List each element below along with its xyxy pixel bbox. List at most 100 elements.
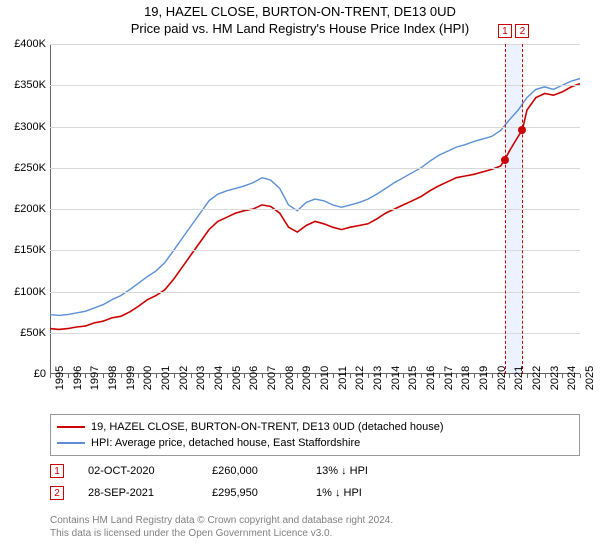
x-tick <box>297 374 298 378</box>
y-gridline <box>50 127 580 128</box>
x-tick <box>492 374 493 378</box>
y-gridline <box>50 168 580 169</box>
event-marker: 2 <box>50 486 64 500</box>
x-tick-label: 1998 <box>107 366 119 390</box>
y-gridline <box>50 209 580 210</box>
x-tick <box>527 374 528 378</box>
event-price: £260,000 <box>212 465 292 477</box>
event-pct: 1% ↓ HPI <box>316 487 416 499</box>
x-tick <box>280 374 281 378</box>
x-tick-label: 2012 <box>354 366 366 390</box>
y-gridline <box>50 333 580 334</box>
x-tick <box>68 374 69 378</box>
marker-box: 1 <box>498 24 512 38</box>
x-tick-label: 2017 <box>443 366 455 390</box>
x-tick <box>244 374 245 378</box>
y-tick-label: £350K <box>14 79 46 91</box>
x-tick-label: 1997 <box>89 366 101 390</box>
x-tick-label: 2022 <box>531 366 543 390</box>
x-tick <box>386 374 387 378</box>
x-tick-label: 2024 <box>566 366 578 390</box>
x-tick <box>368 374 369 378</box>
x-tick <box>580 374 581 378</box>
y-gridline <box>50 250 580 251</box>
legend-swatch <box>57 442 85 444</box>
y-gridline <box>50 292 580 293</box>
marker-point <box>518 126 526 134</box>
y-tick-label: £300K <box>14 121 46 133</box>
x-tick-label: 2021 <box>513 366 525 390</box>
x-tick <box>545 374 546 378</box>
marker-line <box>505 44 506 374</box>
legend: 19, HAZEL CLOSE, BURTON-ON-TRENT, DE13 0… <box>50 414 580 456</box>
x-tick-label: 1999 <box>125 366 137 390</box>
y-tick-label: £250K <box>14 162 46 174</box>
x-tick-label: 1996 <box>72 366 84 390</box>
x-tick-label: 2019 <box>478 366 490 390</box>
x-tick-label: 1995 <box>54 366 66 390</box>
legend-label: 19, HAZEL CLOSE, BURTON-ON-TRENT, DE13 0… <box>91 421 444 433</box>
chart-area: £0£50K£100K£150K£200K£250K£300K£350K£400… <box>50 44 580 374</box>
y-tick-label: £400K <box>14 38 46 50</box>
y-tick-label: £50K <box>20 327 46 339</box>
footer: Contains HM Land Registry data © Crown c… <box>50 514 580 540</box>
x-tick <box>421 374 422 378</box>
series-price_paid <box>50 84 580 330</box>
x-tick-label: 2025 <box>584 366 596 390</box>
y-gridline <box>50 44 580 45</box>
chart-container: 19, HAZEL CLOSE, BURTON-ON-TRENT, DE13 0… <box>0 0 600 560</box>
y-tick-label: £200K <box>14 203 46 215</box>
x-tick-label: 2003 <box>195 366 207 390</box>
event-row: 102-OCT-2020£260,00013% ↓ HPI <box>50 460 580 482</box>
x-tick <box>403 374 404 378</box>
footer-line1: Contains HM Land Registry data © Crown c… <box>50 514 580 527</box>
legend-label: HPI: Average price, detached house, East… <box>91 437 360 449</box>
event-marker: 1 <box>50 464 64 478</box>
marker-line <box>522 44 523 374</box>
footer-line2: This data is licensed under the Open Gov… <box>50 527 580 540</box>
x-tick-label: 2007 <box>266 366 278 390</box>
x-tick-label: 2013 <box>372 366 384 390</box>
x-tick-label: 2006 <box>248 366 260 390</box>
x-tick <box>456 374 457 378</box>
x-tick <box>227 374 228 378</box>
x-tick-label: 2016 <box>425 366 437 390</box>
x-tick-label: 2002 <box>178 366 190 390</box>
x-tick <box>50 374 51 378</box>
x-tick <box>174 374 175 378</box>
event-pct: 13% ↓ HPI <box>316 465 416 477</box>
x-tick-label: 2010 <box>319 366 331 390</box>
x-tick <box>121 374 122 378</box>
y-tick-label: £150K <box>14 244 46 256</box>
y-tick-label: £0 <box>34 368 46 380</box>
x-tick <box>350 374 351 378</box>
legend-row: 19, HAZEL CLOSE, BURTON-ON-TRENT, DE13 0… <box>57 419 573 435</box>
x-tick-label: 2009 <box>301 366 313 390</box>
x-tick <box>262 374 263 378</box>
x-tick-label: 2005 <box>231 366 243 390</box>
x-tick-label: 2008 <box>284 366 296 390</box>
x-tick <box>209 374 210 378</box>
marker-point <box>501 156 509 164</box>
title-address: 19, HAZEL CLOSE, BURTON-ON-TRENT, DE13 0… <box>0 4 600 19</box>
x-tick <box>85 374 86 378</box>
x-tick <box>509 374 510 378</box>
x-tick <box>439 374 440 378</box>
events-table: 102-OCT-2020£260,00013% ↓ HPI228-SEP-202… <box>50 460 580 504</box>
x-tick <box>333 374 334 378</box>
x-tick <box>562 374 563 378</box>
x-tick <box>103 374 104 378</box>
legend-swatch <box>57 426 85 428</box>
event-date: 28-SEP-2021 <box>88 487 188 499</box>
x-tick-label: 2018 <box>460 366 472 390</box>
x-tick-label: 2004 <box>213 366 225 390</box>
x-tick <box>474 374 475 378</box>
x-tick-label: 2000 <box>142 366 154 390</box>
x-tick-label: 2001 <box>160 366 172 390</box>
marker-box: 2 <box>515 24 529 38</box>
x-tick <box>138 374 139 378</box>
y-tick-label: £100K <box>14 286 46 298</box>
y-gridline <box>50 85 580 86</box>
legend-row: HPI: Average price, detached house, East… <box>57 435 573 451</box>
x-tick <box>156 374 157 378</box>
